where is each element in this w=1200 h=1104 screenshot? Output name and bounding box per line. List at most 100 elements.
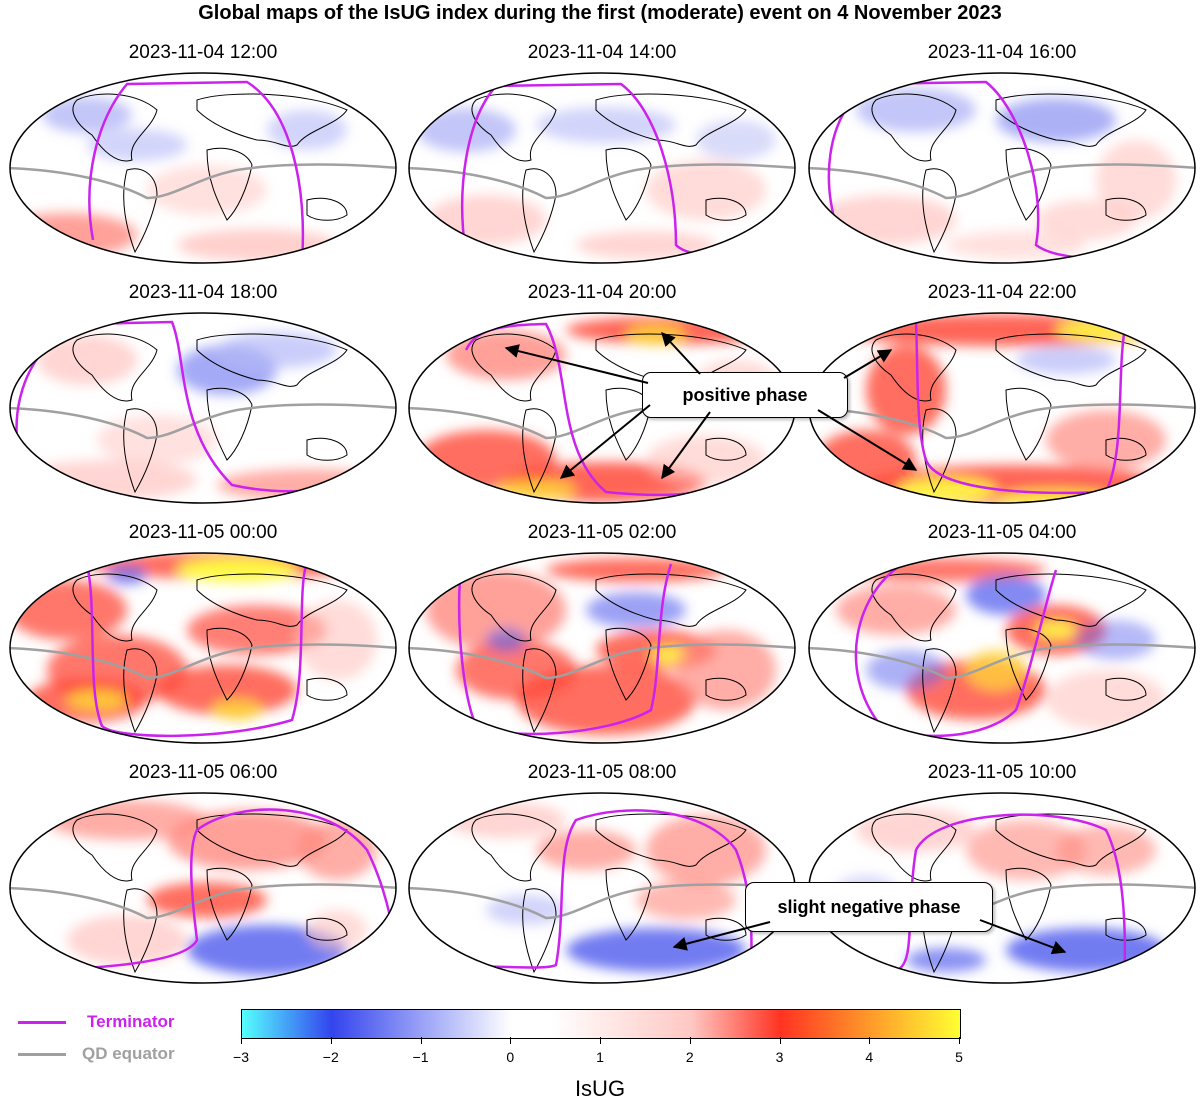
coastline bbox=[306, 677, 348, 701]
colorbar-tick bbox=[510, 1037, 512, 1044]
map-boundary bbox=[9, 552, 397, 744]
map-boundary bbox=[808, 552, 1196, 744]
terminator-legend-label: Terminator bbox=[87, 1012, 175, 1031]
coastline bbox=[995, 813, 1147, 867]
isug-anomaly-region bbox=[816, 195, 956, 245]
coastline bbox=[471, 93, 557, 162]
isug-anomaly-region bbox=[1076, 620, 1156, 660]
robinson-map-panel bbox=[808, 312, 1196, 504]
isug-anomaly-region bbox=[187, 925, 347, 975]
qd-equator-legend-line bbox=[18, 1053, 66, 1056]
coastline bbox=[605, 627, 652, 701]
isug-anomaly-region bbox=[297, 600, 377, 680]
coastline bbox=[72, 573, 158, 642]
colorbar-tick-label: −3 bbox=[233, 1049, 249, 1065]
coastline bbox=[72, 93, 158, 162]
robinson-map-panel bbox=[9, 792, 397, 984]
isug-anomaly-region bbox=[646, 815, 766, 885]
coastline bbox=[1105, 437, 1147, 461]
coastline bbox=[196, 813, 348, 867]
negative-phase-text: slight negative phase bbox=[777, 897, 961, 917]
colorbar-tick bbox=[779, 1037, 781, 1044]
coastline bbox=[1105, 197, 1147, 221]
coastline bbox=[871, 93, 957, 162]
coastline bbox=[306, 197, 348, 221]
terminator-line bbox=[88, 80, 337, 262]
isug-anomaly-region bbox=[177, 558, 297, 582]
coastline bbox=[306, 437, 348, 461]
colorbar-tick-label: 5 bbox=[955, 1049, 963, 1065]
isug-anomaly-region bbox=[586, 592, 686, 628]
isug-anomaly-region bbox=[1056, 320, 1156, 340]
isug-anomaly-region bbox=[1036, 200, 1136, 240]
terminator-line bbox=[461, 82, 727, 257]
negative-phase-callout: slight negative phase bbox=[745, 882, 993, 932]
coastline bbox=[871, 813, 957, 882]
panel-time-label: 2023-11-04 14:00 bbox=[527, 42, 677, 63]
colorbar-tick-label: −2 bbox=[322, 1049, 339, 1065]
coastline bbox=[1005, 627, 1052, 701]
colorbar-tick-label: 0 bbox=[506, 1049, 515, 1065]
qd-equator-line bbox=[10, 163, 396, 200]
colorbar-tick bbox=[600, 1037, 601, 1044]
coastline bbox=[471, 573, 557, 642]
map-boundary bbox=[9, 312, 397, 504]
isug-anomaly-region bbox=[696, 120, 776, 160]
colorbar-tick-label: 2 bbox=[685, 1049, 694, 1065]
isug-anomaly-region bbox=[177, 229, 337, 261]
isug-anomaly-region bbox=[566, 928, 746, 972]
coastline bbox=[922, 168, 957, 254]
coastline bbox=[605, 867, 652, 941]
coastline bbox=[705, 197, 747, 221]
coastline bbox=[995, 93, 1147, 147]
robinson-map-panel bbox=[9, 552, 397, 744]
isug-anomaly-region bbox=[1056, 825, 1156, 875]
coastline bbox=[196, 93, 348, 147]
isug-anomaly-region bbox=[212, 700, 262, 720]
panel-time-label: 2023-11-04 20:00 bbox=[527, 282, 677, 303]
colorbar-tick bbox=[959, 1037, 960, 1044]
isug-anomaly-region bbox=[836, 314, 1176, 346]
isug-anomaly-region bbox=[486, 628, 526, 652]
robinson-map-panel bbox=[9, 72, 397, 264]
qd-equator-line bbox=[809, 163, 1195, 200]
qd-equator-line bbox=[10, 643, 396, 680]
coastline bbox=[471, 333, 557, 402]
figure-title: Global maps of the IsUG index during the… bbox=[198, 2, 1002, 24]
panel-time-label: 2023-11-05 02:00 bbox=[527, 522, 677, 543]
colorbar-tick bbox=[241, 1037, 242, 1044]
coastline bbox=[123, 168, 158, 254]
panel-time-label: 2023-11-05 06:00 bbox=[128, 762, 278, 783]
qd-equator-line bbox=[409, 883, 795, 920]
isug-anomaly-region bbox=[996, 98, 1116, 142]
map-boundary bbox=[408, 552, 796, 744]
isug-anomaly-region bbox=[67, 915, 187, 965]
colorbar-tick bbox=[689, 1037, 691, 1044]
isug-anomaly-region bbox=[217, 332, 337, 368]
isug-anomaly-region bbox=[67, 690, 127, 710]
map-boundary bbox=[9, 72, 397, 264]
coastline bbox=[995, 573, 1147, 627]
map-boundary bbox=[808, 72, 1196, 264]
isug-anomaly-region bbox=[536, 830, 636, 870]
panel-time-label: 2023-11-04 22:00 bbox=[927, 282, 1077, 303]
isug-anomaly-region bbox=[267, 110, 347, 150]
coastline bbox=[206, 867, 253, 941]
coastline bbox=[871, 573, 957, 642]
qd-equator-legend-label: QD equator bbox=[82, 1044, 175, 1063]
colorbar-label: IsUG bbox=[574, 1076, 626, 1101]
colorbar-tick-label: 4 bbox=[865, 1049, 874, 1065]
panel-time-label: 2023-11-04 18:00 bbox=[128, 282, 278, 303]
terminator-line bbox=[827, 80, 1127, 260]
terminator-legend-line bbox=[18, 1021, 66, 1024]
robinson-map-panel bbox=[408, 72, 796, 264]
isug-anomaly-region bbox=[107, 565, 147, 585]
isug-anomaly-region bbox=[147, 165, 267, 215]
coastline bbox=[522, 408, 557, 494]
map-boundary bbox=[408, 72, 796, 264]
isug-anomaly-region bbox=[157, 665, 297, 715]
coastline bbox=[522, 648, 557, 734]
coastline bbox=[306, 917, 348, 941]
qd-equator-line bbox=[10, 403, 396, 440]
qd-equator-line bbox=[409, 643, 795, 680]
